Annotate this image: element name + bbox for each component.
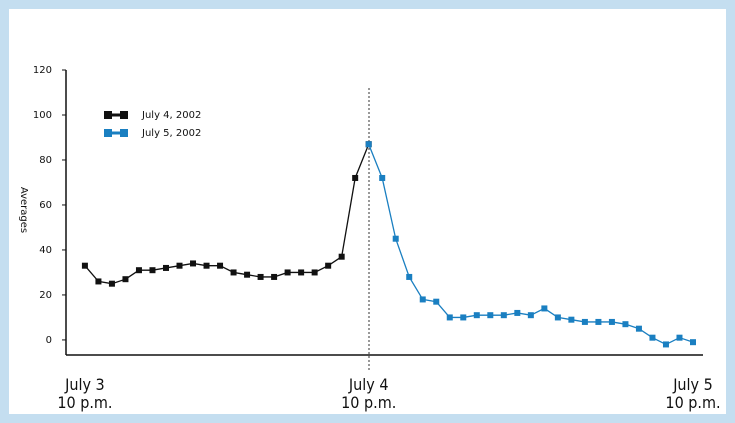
legend-marker: [104, 111, 112, 119]
data-point: [568, 316, 575, 323]
data-point: [95, 278, 102, 285]
y-axis-label: Averages: [18, 187, 29, 233]
x-tick-label: July 3 10 p.m.: [57, 375, 113, 412]
series-line: [84, 143, 370, 285]
y-tick-label: 20: [39, 290, 52, 301]
data-point: [298, 269, 305, 276]
data-point: [514, 309, 521, 316]
legend-marker: [120, 129, 128, 137]
data-point: [338, 253, 345, 260]
data-point: [433, 298, 440, 305]
data-point: [81, 262, 88, 269]
data-point: [500, 312, 507, 319]
data-point: [527, 312, 534, 319]
data-point: [176, 262, 183, 269]
data-point: [149, 267, 156, 274]
data-point: [190, 260, 197, 267]
data-point: [311, 269, 318, 276]
panel: [9, 9, 726, 414]
data-point: [122, 276, 129, 283]
data-point: [379, 174, 386, 181]
data-point: [352, 174, 359, 181]
data-point: [203, 262, 210, 269]
data-point: [690, 339, 696, 346]
data-point: [365, 141, 372, 148]
data-point: [622, 321, 629, 328]
data-point: [230, 269, 237, 276]
data-point: [392, 235, 399, 242]
data-point: [581, 318, 588, 325]
data-point: [419, 296, 426, 303]
data-point: [257, 273, 264, 280]
y-tick-label: 100: [33, 110, 52, 121]
data-point: [406, 273, 413, 280]
x-tick-label: July 4 10 p.m.: [341, 375, 397, 412]
data-point: [271, 273, 278, 280]
data-point: [108, 280, 115, 287]
y-tick-label: 80: [39, 155, 52, 166]
legend-marker: [120, 111, 128, 119]
data-point: [635, 325, 642, 332]
data-point: [649, 334, 656, 341]
data-point: [595, 318, 602, 325]
data-point: [244, 271, 251, 278]
data-point: [217, 262, 224, 269]
data-point: [662, 341, 669, 348]
y-tick-label: 120: [33, 65, 52, 76]
data-point: [162, 264, 169, 271]
data-point: [608, 318, 615, 325]
data-point: [554, 314, 561, 321]
y-tick-label: 40: [39, 245, 52, 256]
data-point: [460, 314, 467, 321]
data-point: [487, 312, 494, 319]
data-point: [325, 262, 332, 269]
legend-marker: [104, 129, 112, 137]
data-point: [135, 267, 142, 274]
legend-label: July 5, 2002: [141, 128, 201, 139]
data-point: [473, 312, 480, 319]
data-point: [676, 334, 683, 341]
data-point: [541, 305, 548, 312]
data-point: [446, 314, 453, 321]
x-tick-label: July 5 10 p.m.: [665, 375, 721, 412]
data-point: [284, 269, 291, 276]
y-tick-label: 60: [39, 200, 52, 211]
y-tick-label: 0: [46, 335, 52, 346]
legend-label: July 4, 2002: [141, 110, 201, 121]
